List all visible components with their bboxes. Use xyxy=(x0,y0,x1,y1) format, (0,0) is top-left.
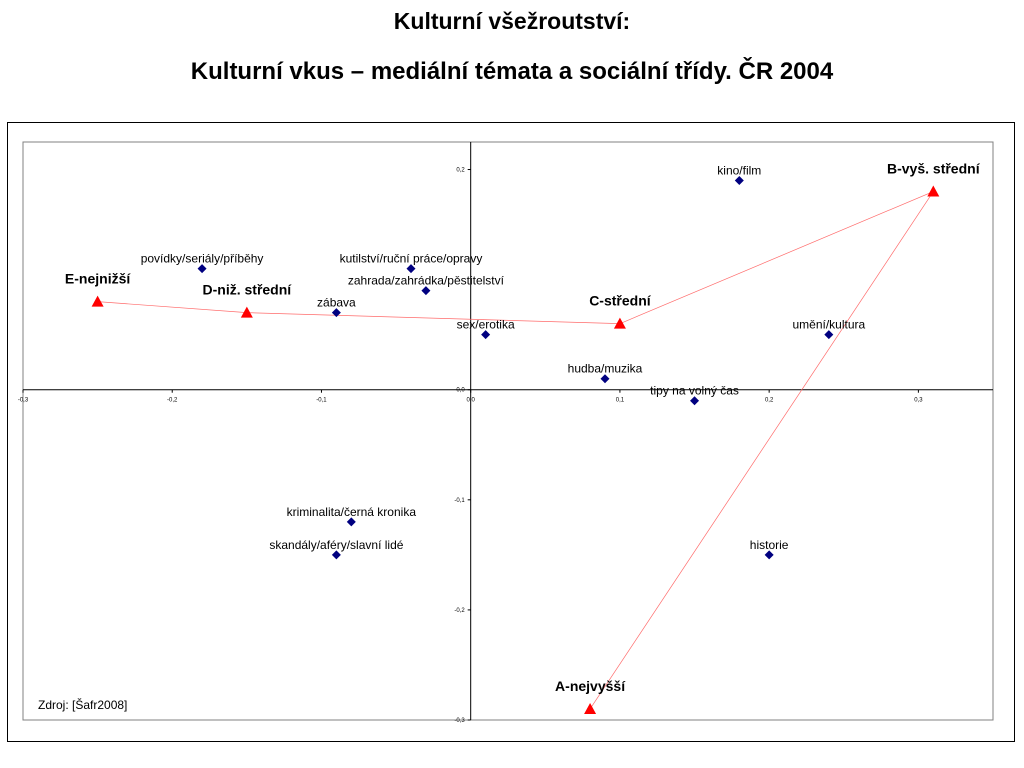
class-point xyxy=(91,295,104,307)
plot-area-border xyxy=(22,141,994,721)
topic-label: hudba/muzika xyxy=(568,362,643,376)
x-tick-label: -0,1 xyxy=(316,398,327,404)
correspondence-chart: -0,3 -0,2 -0,1 0,0 0,1 0,2 0,3 0,2 0,0 -0,1 -0,2 -0… xyxy=(18,141,994,724)
x-tick-label: 0,3 xyxy=(914,398,923,404)
y-tick-label: -0,1 xyxy=(454,498,465,504)
topic-series: kino/film povídky/seriály/příběhy kutilstv… xyxy=(141,164,866,560)
x-tick-label: 0,0 xyxy=(467,398,476,404)
topic-label: skandály/aféry/slavní lidé xyxy=(269,538,403,552)
axes: -0,3 -0,2 -0,1 0,0 0,1 0,2 0,3 0,2 0,0 -0,1 -0,2 -0… xyxy=(18,142,993,724)
class-point xyxy=(240,306,253,318)
page-subtitle: Kulturní vkus – mediální témata a sociál… xyxy=(190,58,834,85)
x-tick-label: -0,3 xyxy=(18,398,29,404)
x-tick-label: -0,2 xyxy=(167,398,178,404)
page-title: Kulturní všežroutství: xyxy=(393,8,631,34)
topic-label: povídky/seriály/příběhy xyxy=(141,252,264,266)
topic-point xyxy=(421,286,431,296)
source-note: Zdroj: [Šafr2008] xyxy=(38,697,127,712)
chart-frame: -0,3 -0,2 -0,1 0,0 0,1 0,2 0,3 0,2 0,0 -0,1 -0,2 -0… xyxy=(7,122,1015,742)
topic-point xyxy=(600,374,610,384)
topic-point xyxy=(331,550,341,560)
topic-label: historie xyxy=(750,538,789,552)
topic-label: kutilství/ruční práce/opravy xyxy=(340,252,483,266)
x-tick-label: 0,1 xyxy=(616,398,625,404)
topic-point xyxy=(824,330,834,340)
class-label: E-nejnižší xyxy=(65,271,131,287)
topic-label: zahrada/zahrádka/pěstitelství xyxy=(348,274,505,288)
class-series: E-nejnižší D-niž. střední C-střední B-vyš. … xyxy=(65,161,981,714)
class-point xyxy=(613,317,626,329)
topic-point xyxy=(481,330,491,340)
y-tick-label: -0,3 xyxy=(454,718,465,724)
class-label: A-nejvyšší xyxy=(555,678,626,694)
y-tick-label: -0,2 xyxy=(454,608,465,614)
class-point xyxy=(927,185,940,197)
class-trajectory xyxy=(97,190,935,710)
class-point xyxy=(584,702,597,714)
class-trajectory-line xyxy=(97,190,935,710)
topic-point xyxy=(346,517,356,527)
class-label: C-střední xyxy=(589,293,652,309)
class-label: D-niž. střední xyxy=(203,282,293,298)
x-tick-label: 0,2 xyxy=(765,398,774,404)
topic-point xyxy=(197,264,207,274)
topic-point xyxy=(734,176,744,186)
topic-point xyxy=(690,396,700,406)
topic-label: zábava xyxy=(317,296,356,310)
class-label: B-vyš. střední xyxy=(887,161,981,177)
topic-label: kino/film xyxy=(717,164,761,178)
y-tick-label: 0,0 xyxy=(456,388,465,394)
topic-label: kriminalita/černá kronika xyxy=(287,505,417,519)
topic-point xyxy=(331,308,341,318)
topic-label: sex/erotika xyxy=(457,318,515,332)
topic-point xyxy=(406,264,416,274)
topic-point xyxy=(764,550,774,560)
topic-label: umění/kultura xyxy=(792,318,865,332)
topic-label: tipy na volný čas xyxy=(650,384,739,398)
y-tick-label: 0,2 xyxy=(456,168,465,174)
